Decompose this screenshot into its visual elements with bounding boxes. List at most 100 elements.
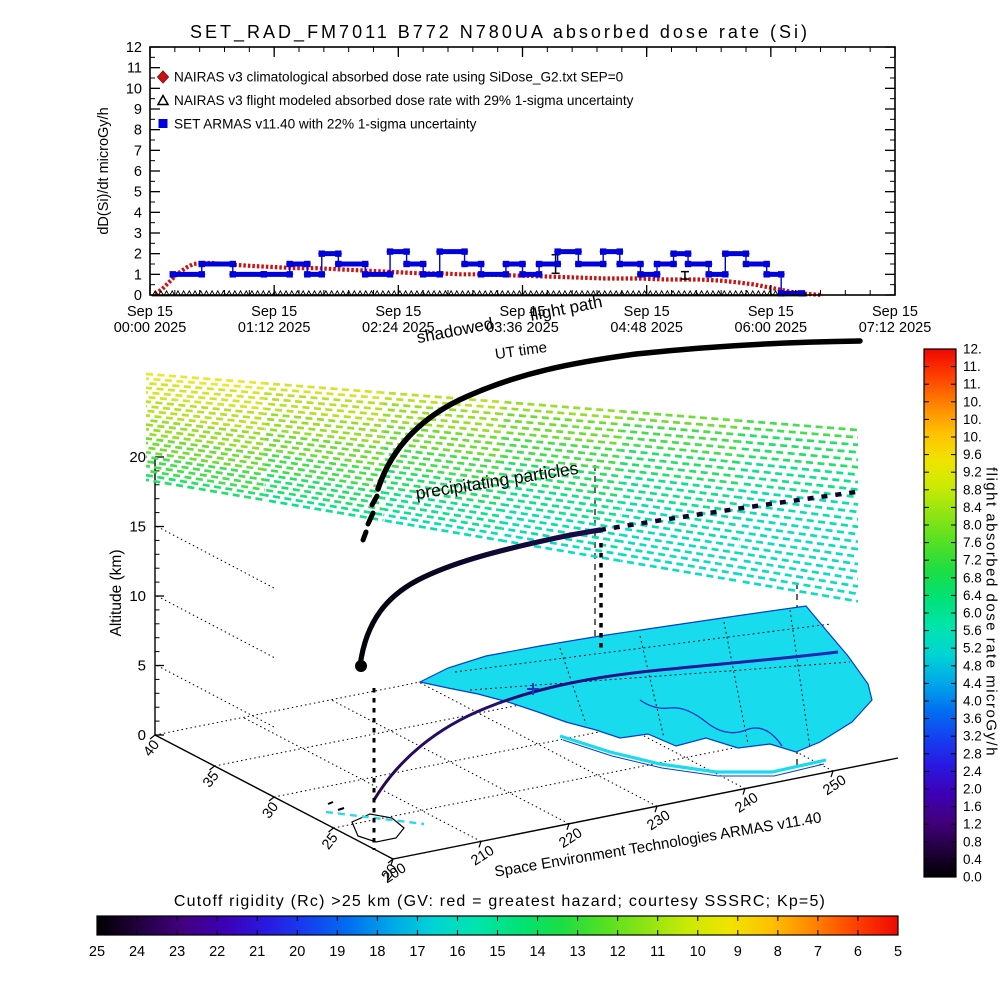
svg-text:19: 19 [329, 944, 345, 960]
svg-text:3.2: 3.2 [963, 729, 982, 744]
svg-text:7.6: 7.6 [963, 535, 982, 550]
svg-text:15: 15 [129, 519, 146, 536]
series-nairas-climatological [153, 260, 823, 298]
svg-text:200: 200 [380, 860, 409, 887]
svg-text:Sep 15: Sep 15 [748, 304, 794, 320]
altitude-axis-label: Altitude (km) [108, 549, 125, 637]
svg-text:7.2: 7.2 [963, 553, 982, 568]
svg-text:07:12 2025: 07:12 2025 [859, 320, 932, 336]
series-set-armas [169, 248, 806, 297]
svg-text:Sep 15: Sep 15 [872, 304, 918, 320]
legend-triangle-icon [156, 93, 170, 106]
svg-text:2.4: 2.4 [963, 764, 982, 779]
svg-text:12.: 12. [963, 342, 982, 357]
flight-path-start-marker [355, 660, 367, 672]
svg-text:12: 12 [610, 944, 626, 960]
svg-text:SET ARMAS v11.40 with 22% 1-si: SET ARMAS v11.40 with 22% 1-sigma uncert… [174, 117, 477, 132]
svg-text:7: 7 [814, 944, 822, 960]
svg-text:5.6: 5.6 [963, 623, 982, 638]
svg-text:5: 5 [894, 944, 902, 960]
waypoint-plus-marker [527, 683, 539, 695]
svg-text:5: 5 [134, 185, 142, 201]
svg-text:04:48 2025: 04:48 2025 [610, 320, 683, 336]
svg-text:9: 9 [134, 102, 142, 118]
svg-text:15: 15 [489, 944, 505, 960]
cutoff-rigidity-map [418, 605, 873, 777]
svg-text:250: 250 [820, 772, 849, 799]
svg-text:00:00 2025: 00:00 2025 [114, 320, 187, 336]
svg-text:22: 22 [209, 944, 225, 960]
svg-text:8.4: 8.4 [963, 500, 982, 515]
svg-text:16: 16 [449, 944, 465, 960]
svg-text:0.8: 0.8 [963, 834, 982, 849]
svg-text:220: 220 [556, 825, 585, 852]
right-colorbar-title: flight absorbed dose rate microGy/h [982, 466, 1000, 758]
svg-text:0: 0 [134, 288, 142, 304]
svg-text:5: 5 [138, 658, 146, 675]
svg-text:1.6: 1.6 [963, 799, 982, 814]
svg-text:3.6: 3.6 [963, 711, 982, 726]
right-colorbar: 12. 11. 11. 10. 10. 10. 9.6 9.2 8.8 8.4 8.0 7.6 7.2 6… [923, 342, 982, 885]
svg-text:2.0: 2.0 [963, 782, 982, 797]
svg-text:4: 4 [134, 205, 142, 221]
svg-text:10.: 10. [963, 412, 982, 427]
svg-text:4.0: 4.0 [963, 694, 982, 709]
svg-text:7: 7 [134, 143, 142, 159]
svg-text:0.0: 0.0 [963, 870, 982, 885]
svg-text:6.0: 6.0 [963, 606, 982, 621]
svg-text:10.: 10. [963, 430, 982, 445]
svg-text:10: 10 [126, 81, 142, 97]
svg-text:02:24 2025: 02:24 2025 [362, 320, 435, 336]
svg-text:230: 230 [644, 808, 673, 835]
svg-text:20: 20 [379, 861, 402, 884]
svg-text:6.4: 6.4 [963, 588, 982, 603]
svg-text:4.8: 4.8 [963, 658, 982, 673]
svg-text:18: 18 [369, 944, 385, 960]
svg-text:6: 6 [854, 944, 862, 960]
svg-text:20: 20 [129, 449, 146, 466]
svg-text:25: 25 [89, 944, 105, 960]
svg-text:06:00 2025: 06:00 2025 [735, 320, 808, 336]
svg-text:35: 35 [200, 768, 223, 791]
precipitating-particle-layer [145, 372, 859, 603]
svg-text:8.0: 8.0 [963, 518, 982, 533]
flight-path-shadow [360, 338, 863, 543]
svg-text:240: 240 [732, 790, 761, 817]
svg-text:03:36 2025: 03:36 2025 [486, 320, 559, 336]
svg-text:6: 6 [134, 164, 142, 180]
svg-text:6.8: 6.8 [963, 570, 982, 585]
figure-title: SET_RAD_FM7011 B772 N780UA absorbed dose… [190, 22, 810, 42]
svg-text:Sep 15: Sep 15 [127, 304, 173, 320]
cutoff-rigidity-title: Cutoff rigidity (Rc) >25 km (GV: red = g… [173, 893, 827, 910]
svg-text:Sep 15: Sep 15 [251, 304, 297, 320]
top-chart-y-axis-label: dD(Si)/dt microGy/h [96, 107, 112, 235]
svg-text:20: 20 [289, 944, 305, 960]
svg-text:8: 8 [774, 944, 782, 960]
svg-text:9.6: 9.6 [963, 447, 982, 462]
svg-text:10.: 10. [963, 394, 982, 409]
flight-path-3d [357, 527, 603, 669]
svg-text:NAIRAS v3 climatological absor: NAIRAS v3 climatological absorbed dose r… [174, 70, 624, 85]
bottom-colorbar: 25 24 23 22 21 20 19 18 17 16 15 14 13 12 11 10 9 8 7 6 5 [89, 915, 902, 960]
svg-text:NAIRAS v3 flight modeled absor: NAIRAS v3 flight modeled absorbed dose r… [174, 93, 634, 108]
svg-text:12: 12 [126, 40, 142, 56]
svg-text:25: 25 [319, 830, 342, 853]
svg-text:8.8: 8.8 [963, 482, 982, 497]
svg-text:1: 1 [134, 267, 142, 283]
svg-text:11: 11 [650, 944, 665, 960]
svg-text:5.2: 5.2 [963, 641, 982, 656]
svg-text:9.2: 9.2 [963, 465, 982, 480]
svg-text:2: 2 [134, 247, 142, 263]
svg-text:23: 23 [169, 944, 185, 960]
svg-text:30: 30 [260, 799, 283, 822]
svg-text:1.2: 1.2 [963, 817, 982, 832]
svg-text:4.4: 4.4 [963, 676, 982, 691]
svg-text:24: 24 [129, 944, 145, 960]
svg-text:2.8: 2.8 [963, 746, 982, 761]
svg-text:11.: 11. [963, 377, 981, 392]
svg-text:Sep 15: Sep 15 [624, 304, 670, 320]
